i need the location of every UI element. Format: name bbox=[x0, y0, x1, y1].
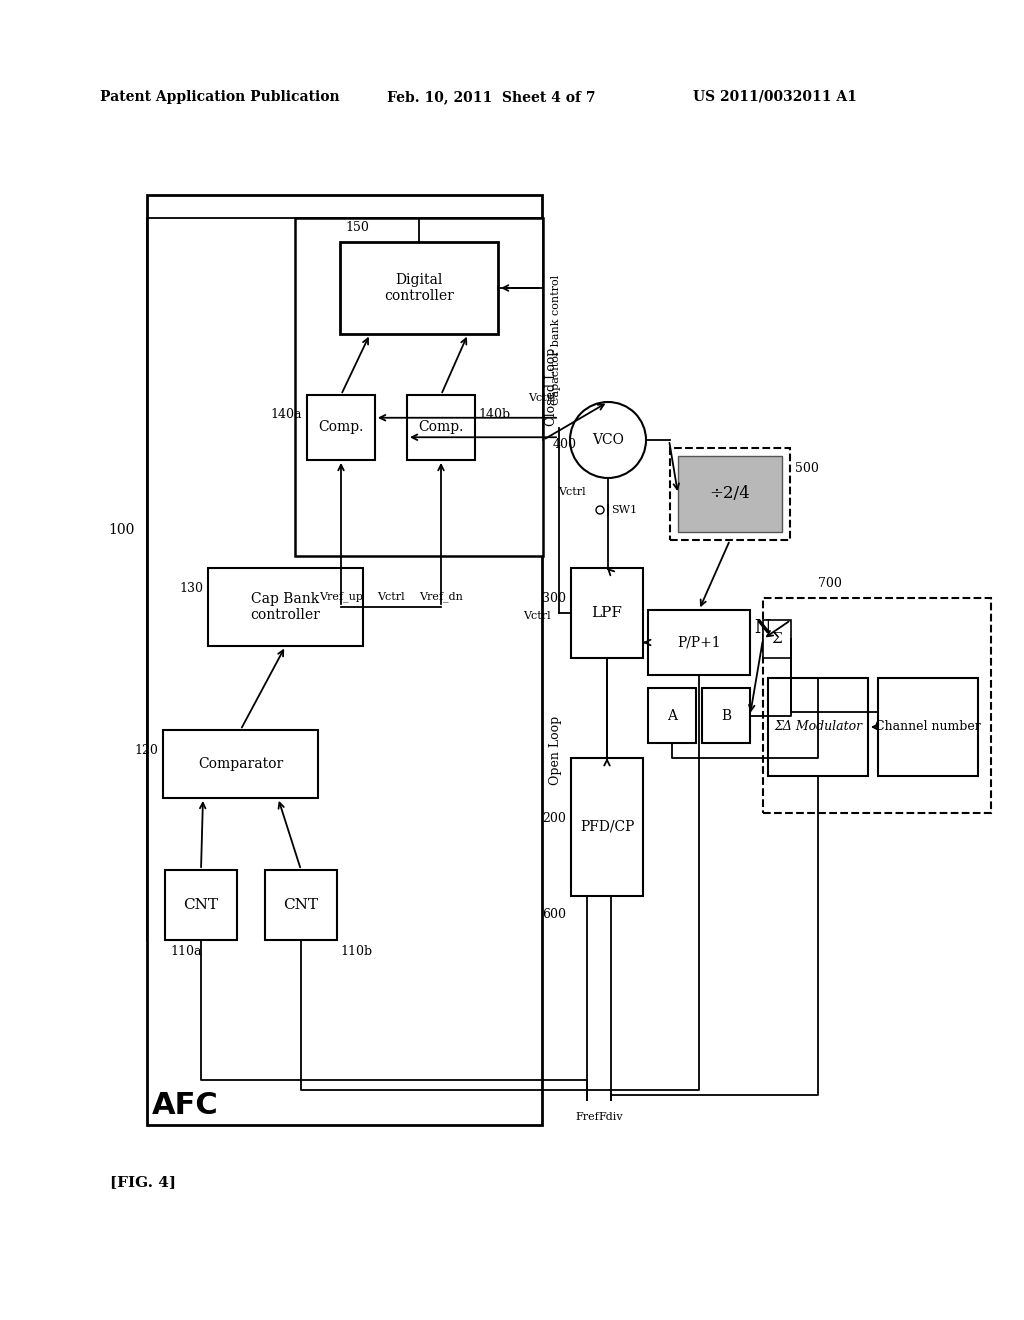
Text: VCO: VCO bbox=[592, 433, 624, 447]
Circle shape bbox=[596, 506, 604, 513]
Text: Vctrl: Vctrl bbox=[528, 393, 556, 403]
FancyBboxPatch shape bbox=[763, 620, 791, 657]
Text: [FIG. 4]: [FIG. 4] bbox=[110, 1175, 176, 1189]
FancyBboxPatch shape bbox=[265, 870, 337, 940]
FancyBboxPatch shape bbox=[165, 870, 237, 940]
FancyBboxPatch shape bbox=[147, 195, 542, 1125]
Text: 400: 400 bbox=[553, 438, 577, 451]
Text: Digital
controller: Digital controller bbox=[384, 273, 454, 304]
Text: Vref_dn: Vref_dn bbox=[419, 591, 463, 602]
Text: 120: 120 bbox=[134, 743, 158, 756]
Text: ÷2/4: ÷2/4 bbox=[710, 486, 751, 503]
Text: Patent Application Publication: Patent Application Publication bbox=[100, 90, 340, 104]
FancyBboxPatch shape bbox=[208, 568, 362, 645]
Text: P/P+1: P/P+1 bbox=[677, 635, 721, 649]
FancyBboxPatch shape bbox=[648, 610, 750, 675]
FancyBboxPatch shape bbox=[295, 218, 543, 556]
Text: Feb. 10, 2011  Sheet 4 of 7: Feb. 10, 2011 Sheet 4 of 7 bbox=[387, 90, 596, 104]
FancyBboxPatch shape bbox=[163, 730, 318, 799]
FancyBboxPatch shape bbox=[571, 758, 643, 896]
Text: Comparator: Comparator bbox=[198, 756, 283, 771]
Text: Capacitor bank control: Capacitor bank control bbox=[551, 275, 561, 405]
Text: PFD/CP: PFD/CP bbox=[580, 820, 634, 834]
FancyBboxPatch shape bbox=[340, 242, 498, 334]
Text: B: B bbox=[721, 709, 731, 722]
FancyBboxPatch shape bbox=[878, 678, 978, 776]
Text: CNT: CNT bbox=[183, 898, 218, 912]
Text: Σ: Σ bbox=[772, 632, 782, 645]
Text: Comp.: Comp. bbox=[419, 421, 464, 434]
FancyBboxPatch shape bbox=[307, 395, 375, 459]
Text: Vctrl: Vctrl bbox=[377, 591, 404, 602]
Text: Vref_up: Vref_up bbox=[319, 591, 362, 602]
Text: ΣΔ Modulator: ΣΔ Modulator bbox=[774, 721, 862, 734]
Text: Open Loop: Open Loop bbox=[550, 715, 562, 784]
Text: Fref: Fref bbox=[575, 1111, 599, 1122]
FancyBboxPatch shape bbox=[407, 395, 475, 459]
Text: Closed Loop: Closed Loop bbox=[545, 347, 557, 426]
Text: 500: 500 bbox=[795, 462, 819, 474]
Text: 130: 130 bbox=[179, 582, 203, 594]
Text: Fdiv: Fdiv bbox=[599, 1111, 624, 1122]
FancyBboxPatch shape bbox=[571, 568, 643, 657]
Text: Channel number: Channel number bbox=[876, 721, 981, 734]
Text: CNT: CNT bbox=[284, 898, 318, 912]
Text: Vctrl: Vctrl bbox=[558, 487, 586, 498]
FancyBboxPatch shape bbox=[678, 455, 782, 532]
Text: Comp.: Comp. bbox=[318, 421, 364, 434]
Circle shape bbox=[570, 403, 646, 478]
Text: 300: 300 bbox=[542, 591, 566, 605]
Text: 140b: 140b bbox=[478, 408, 510, 421]
Text: N: N bbox=[754, 619, 770, 638]
FancyBboxPatch shape bbox=[702, 688, 750, 743]
Text: Cap Bank
controller: Cap Bank controller bbox=[251, 591, 321, 622]
Text: SW1: SW1 bbox=[611, 506, 637, 515]
FancyBboxPatch shape bbox=[768, 678, 868, 776]
Text: 140a: 140a bbox=[270, 408, 302, 421]
Text: AFC: AFC bbox=[152, 1092, 219, 1119]
Text: 110a: 110a bbox=[170, 945, 202, 958]
Text: LPF: LPF bbox=[592, 606, 623, 620]
FancyBboxPatch shape bbox=[648, 688, 696, 743]
Text: 100: 100 bbox=[109, 523, 135, 537]
Text: US 2011/0032011 A1: US 2011/0032011 A1 bbox=[693, 90, 857, 104]
Text: 700: 700 bbox=[818, 577, 842, 590]
Text: Vctrl: Vctrl bbox=[523, 611, 551, 620]
Text: 200: 200 bbox=[542, 812, 566, 825]
Text: 110b: 110b bbox=[340, 945, 372, 958]
Text: A: A bbox=[667, 709, 677, 722]
Text: 150: 150 bbox=[345, 220, 369, 234]
Text: 600: 600 bbox=[542, 908, 566, 920]
